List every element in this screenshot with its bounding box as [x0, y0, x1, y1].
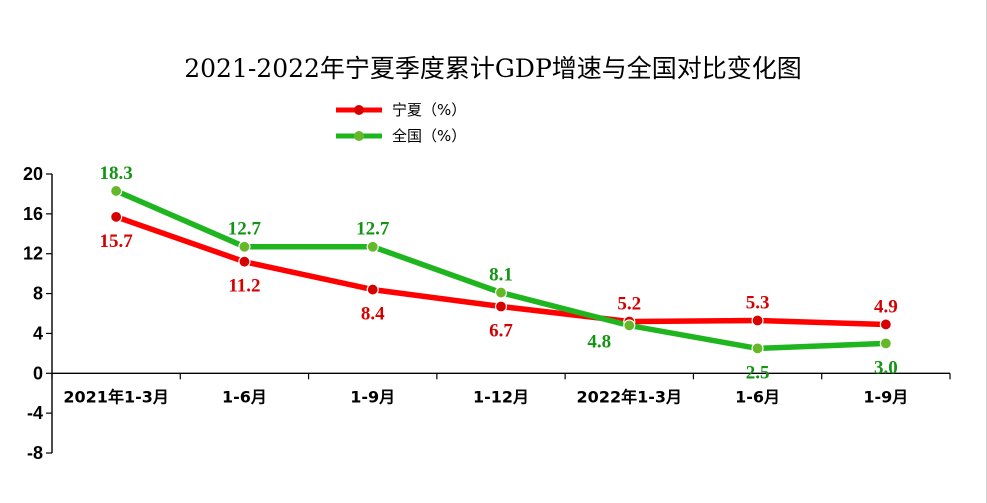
data-label-ningxia: 11.2 — [228, 276, 260, 297]
data-label-national: 3.0 — [874, 357, 898, 378]
data-point-national — [623, 319, 636, 332]
y-tick-label: 12 — [23, 244, 43, 264]
y-tick-label: 20 — [23, 164, 43, 184]
data-point-national — [751, 342, 764, 355]
y-tick-label: -4 — [27, 403, 43, 423]
data-point-national — [366, 240, 379, 253]
y-tick-label: 8 — [33, 284, 43, 304]
data-label-national: 2.5 — [746, 362, 770, 383]
x-tick-label: 2021年1-3月 — [63, 387, 168, 406]
y-tick-label: 4 — [33, 323, 43, 343]
data-label-ningxia: 4.9 — [874, 296, 898, 317]
data-label-ningxia: 5.3 — [746, 292, 770, 313]
data-labels: 15.7 11.2 8.4 6.7 5.2 5.3 4.9 18.3 12.7 12.7 8.1 4.… — [100, 163, 898, 383]
x-axis-ticks: 2021年1-3月 1-6月 1-9月 1-12月 2022年1-3月 1-6月 1-9月 — [51, 373, 951, 406]
data-label-national: 4.8 — [587, 331, 611, 352]
x-tick-label: 1-6月 — [735, 387, 780, 406]
data-label-national: 18.3 — [100, 163, 133, 184]
legend-label-national: 全国（%） — [392, 127, 466, 145]
legend-item-national: 全国（%） — [336, 127, 466, 145]
data-point-ningxia — [238, 255, 251, 268]
y-axis-ticks: 20 16 12 8 4 0 -4 -8 — [23, 164, 52, 463]
legend-marker-national — [354, 131, 364, 141]
data-markers — [110, 184, 892, 355]
axes — [51, 174, 950, 453]
data-point-ningxia — [751, 314, 764, 327]
legend-item-ningxia: 宁夏（%） — [336, 101, 466, 119]
y-tick-label: 0 — [33, 363, 43, 383]
data-label-national: 8.1 — [489, 265, 513, 286]
data-point-ningxia — [366, 283, 379, 296]
x-tick-label: 1-12月 — [473, 387, 529, 406]
data-label-ningxia: 5.2 — [617, 293, 641, 314]
x-tick-label: 1-6月 — [222, 387, 267, 406]
data-label-ningxia: 15.7 — [100, 231, 134, 252]
data-point-ningxia — [494, 300, 508, 313]
data-label-ningxia: 6.7 — [489, 321, 513, 342]
data-point-ningxia — [879, 318, 892, 331]
data-point-national — [238, 240, 251, 253]
data-point-national — [494, 286, 508, 299]
x-tick-label: 1-9月 — [863, 387, 908, 406]
legend-marker-ningxia — [354, 105, 364, 115]
x-tick-label: 1-9月 — [350, 387, 395, 406]
chart-title: 2021-2022年宁夏季度累计GDP增速与全国对比变化图 — [184, 54, 802, 83]
data-label-national: 12.7 — [356, 219, 390, 240]
data-point-ningxia — [110, 210, 123, 223]
data-point-national — [110, 184, 123, 198]
legend-label-ningxia: 宁夏（%） — [392, 101, 466, 119]
x-tick-label: 2022年1-3月 — [577, 387, 682, 406]
legend: 宁夏（%） 全国（%） — [336, 101, 466, 145]
y-tick-label: -8 — [27, 443, 43, 463]
y-tick-label: 16 — [23, 204, 43, 224]
data-point-national — [879, 337, 892, 350]
data-label-ningxia: 8.4 — [361, 304, 385, 325]
data-label-national: 12.7 — [228, 219, 262, 240]
